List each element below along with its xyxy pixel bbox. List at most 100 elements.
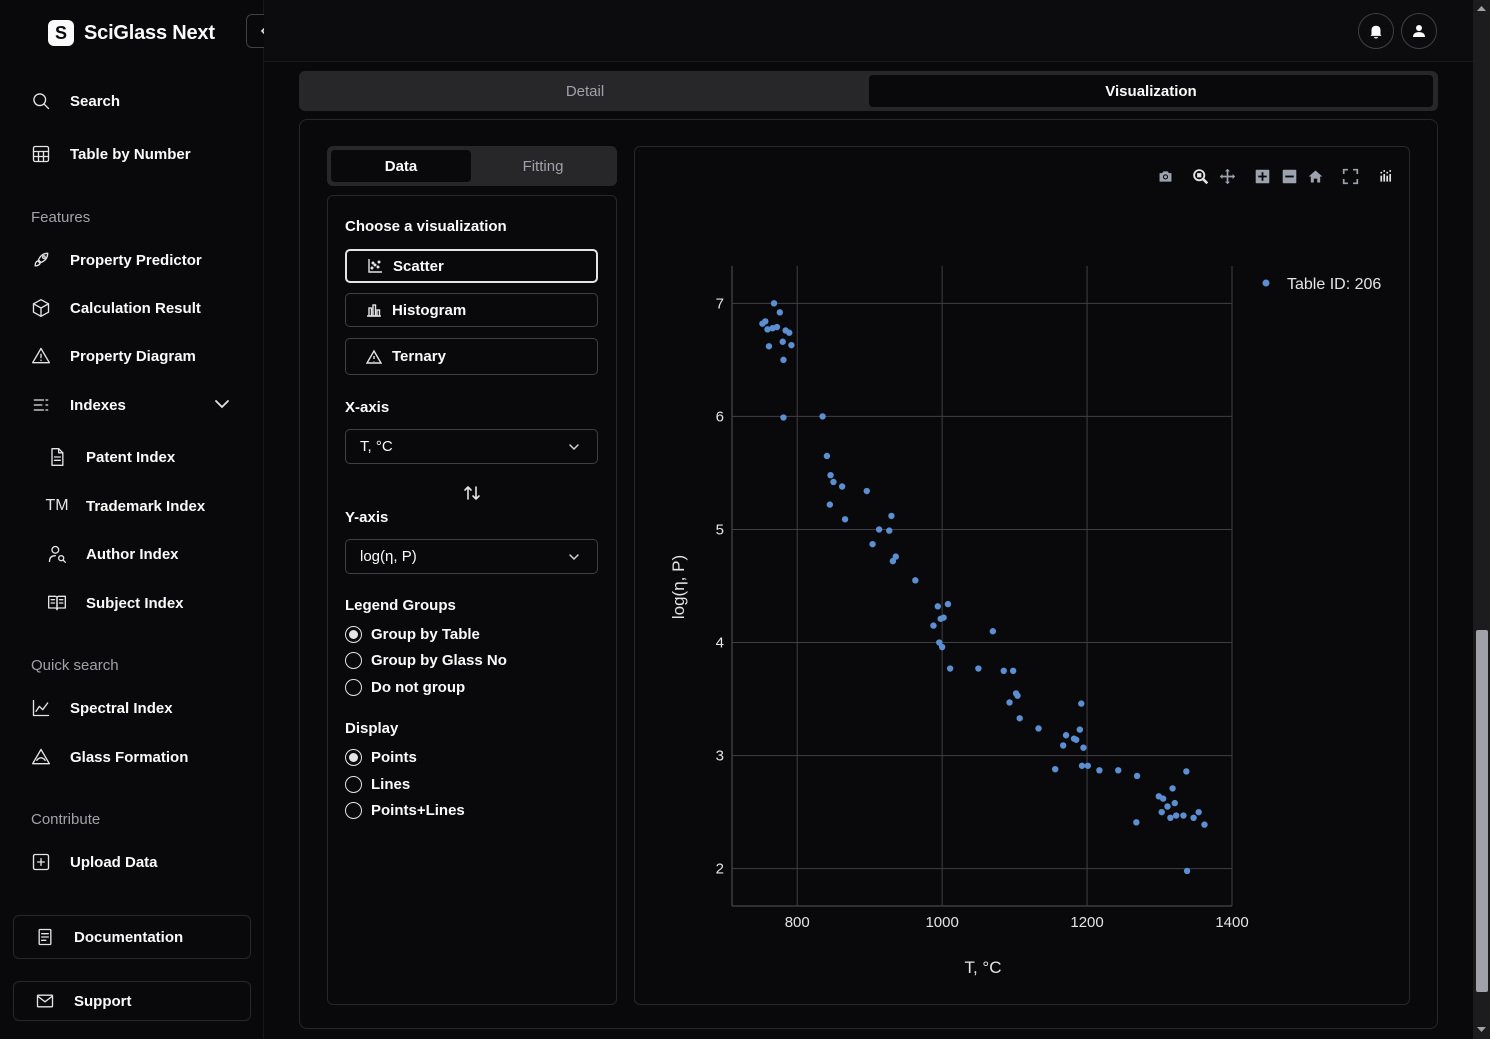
swap-axes-button[interactable] xyxy=(462,484,482,507)
tab-fitting[interactable]: Fitting xyxy=(522,157,564,175)
nav-trademark-index[interactable]: TM Trademark Index xyxy=(45,494,205,518)
nav-upload-data[interactable]: Upload Data xyxy=(30,850,158,874)
brand[interactable]: S SciGlass Next xyxy=(48,20,215,46)
radio-group-by-glass-no-label: Group by Glass No xyxy=(371,652,507,669)
data-point xyxy=(1167,814,1174,822)
zoom-in-icon[interactable] xyxy=(1252,166,1272,186)
nav-subject-index[interactable]: Subject Index xyxy=(46,591,184,615)
chevron-down-icon xyxy=(569,554,579,561)
data-point xyxy=(975,665,982,672)
fullscreen-icon[interactable] xyxy=(1340,166,1360,186)
chevron-down-icon[interactable] xyxy=(212,394,232,419)
quick-search-section-label: Quick search xyxy=(31,657,119,674)
data-point xyxy=(1059,742,1067,749)
nav-calculation-result[interactable]: Calculation Result xyxy=(30,296,201,320)
scatter-plot[interactable]: 800 1000 1200 1400 2 3 4 5 6 7 Table ID: 206 T, °… xyxy=(634,146,1410,1005)
y-tick-label: 5 xyxy=(716,521,724,538)
tab-visualization[interactable]: Visualization xyxy=(869,75,1433,107)
data-point xyxy=(1009,667,1017,675)
ternary-button[interactable]: Ternary xyxy=(345,338,598,375)
triangle-icon xyxy=(30,345,52,367)
data-point xyxy=(819,413,826,420)
nav-spectral-index[interactable]: Spectral Index xyxy=(30,696,173,720)
tab-detail[interactable]: Detail xyxy=(565,82,605,100)
radio-button[interactable] xyxy=(345,749,362,766)
nav-calculation-result-label: Calculation Result xyxy=(70,299,201,317)
nav-spectral-index-label: Spectral Index xyxy=(70,699,173,717)
data-point xyxy=(892,553,899,560)
notifications-button[interactable] xyxy=(1358,13,1394,49)
data-point xyxy=(827,471,834,479)
nav-property-diagram[interactable]: Property Diagram xyxy=(30,344,196,368)
data-fitting-tabs: Data Fitting xyxy=(327,146,617,186)
y-axis-title: log(η, P) xyxy=(669,555,688,619)
support-label: Support xyxy=(74,992,132,1010)
data-point xyxy=(1062,732,1070,739)
scrollbar-thumb[interactable] xyxy=(1476,630,1488,992)
home-icon[interactable] xyxy=(1305,166,1325,186)
plotly-logo-icon[interactable] xyxy=(1375,166,1395,186)
radio-group-by-table-label: Group by Table xyxy=(371,626,480,643)
data-point xyxy=(875,526,883,533)
data-point xyxy=(823,452,831,460)
legend-label: Table ID: 206 xyxy=(1287,276,1381,293)
data-point xyxy=(773,323,781,331)
y-axis-label: Y-axis xyxy=(345,509,389,526)
nav-author-index[interactable]: Author Index xyxy=(46,542,179,566)
scroll-up-arrow-icon[interactable] xyxy=(1476,3,1487,13)
zoom-icon[interactable] xyxy=(1190,166,1210,186)
radio-button[interactable] xyxy=(345,679,362,696)
data-point xyxy=(786,329,793,336)
radio-button[interactable] xyxy=(345,652,362,669)
radio-button[interactable] xyxy=(345,776,362,793)
tab-data[interactable]: Data xyxy=(331,150,471,182)
y-axis-select[interactable]: log(η, P) xyxy=(345,539,598,574)
data-point xyxy=(838,483,846,490)
y-tick-label: 7 xyxy=(716,295,724,312)
data-point xyxy=(912,577,919,584)
x-axis-select[interactable]: T, °C xyxy=(345,429,598,464)
book-icon xyxy=(46,592,68,614)
user-menu-button[interactable] xyxy=(1401,13,1437,49)
list-icon xyxy=(30,394,52,416)
data-point xyxy=(1084,762,1091,769)
radio-group-by-table[interactable]: Group by Table xyxy=(345,626,480,643)
plus-square-icon xyxy=(30,851,52,873)
data-point xyxy=(1190,814,1197,822)
nav-search[interactable]: Search xyxy=(30,89,120,113)
nav-glass-formation[interactable]: Glass Formation xyxy=(30,745,188,769)
nav-property-predictor[interactable]: Property Predictor xyxy=(30,248,202,272)
radio-do-not-group[interactable]: Do not group xyxy=(345,679,465,696)
zoom-out-icon[interactable] xyxy=(1279,166,1299,186)
display-label: Display xyxy=(345,720,399,737)
radio-points[interactable]: Points xyxy=(345,749,417,766)
y-tick-label: 2 xyxy=(716,861,724,878)
data-point xyxy=(1173,812,1180,819)
pan-icon[interactable] xyxy=(1217,166,1237,186)
nav-patent-index[interactable]: Patent Index xyxy=(46,445,175,469)
radio-lines[interactable]: Lines xyxy=(345,776,410,793)
histogram-button[interactable]: Histogram xyxy=(345,293,598,327)
nav-search-label: Search xyxy=(70,92,121,110)
radio-button[interactable] xyxy=(345,626,362,643)
support-button[interactable]: Support xyxy=(13,981,251,1021)
data-point xyxy=(1035,725,1042,732)
brand-name: SciGlass Next xyxy=(84,21,215,44)
documentation-button[interactable]: Documentation xyxy=(13,915,251,959)
x-tick-label: 1200 xyxy=(1070,914,1103,931)
scroll-down-arrow-icon[interactable] xyxy=(1476,1025,1487,1035)
data-point xyxy=(869,540,876,548)
camera-icon[interactable] xyxy=(1155,166,1175,186)
data-point xyxy=(1180,812,1187,819)
radio-button[interactable] xyxy=(345,802,362,819)
ternary-icon xyxy=(366,349,382,364)
nav-indexes[interactable]: Indexes xyxy=(30,393,126,417)
scatter-button[interactable]: Scatter xyxy=(345,249,598,283)
radio-group-by-glass-no[interactable]: Group by Glass No xyxy=(345,652,507,669)
data-point xyxy=(886,527,893,534)
trademark-icon: TM xyxy=(45,497,69,514)
legend-groups-label: Legend Groups xyxy=(345,597,456,614)
data-point xyxy=(1076,726,1084,733)
nav-table-by-number[interactable]: Table by Number xyxy=(30,142,191,166)
radio-points-lines[interactable]: Points+Lines xyxy=(345,802,465,819)
